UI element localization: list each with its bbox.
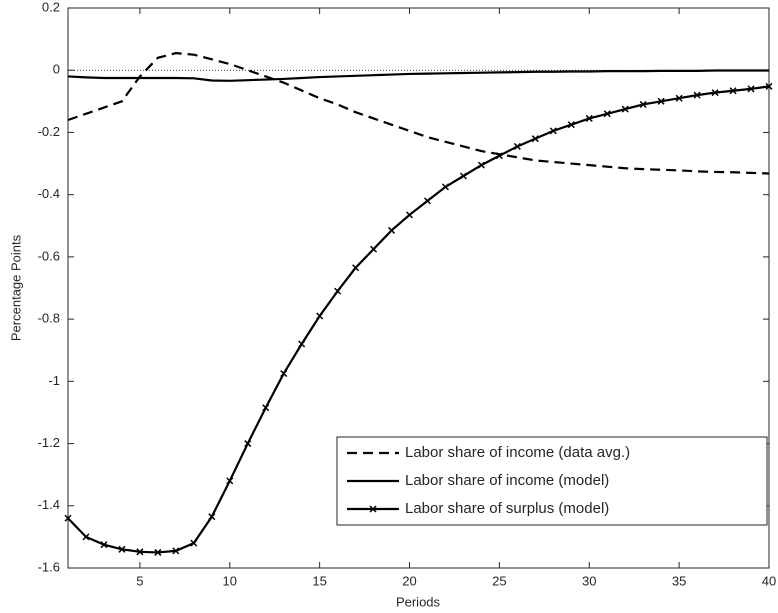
point-marker bbox=[639, 100, 647, 108]
point-marker bbox=[262, 404, 270, 412]
point-marker bbox=[711, 89, 719, 97]
point-marker bbox=[567, 121, 575, 129]
x-tick-label: 25 bbox=[492, 573, 506, 588]
point-marker bbox=[244, 440, 252, 448]
x-axis-label: Periods bbox=[396, 594, 441, 609]
point-marker bbox=[675, 94, 683, 102]
point-marker bbox=[280, 370, 288, 378]
point-marker bbox=[585, 114, 593, 122]
point-marker bbox=[531, 135, 539, 143]
point-marker bbox=[388, 226, 396, 234]
point-marker bbox=[298, 340, 306, 348]
point-marker bbox=[621, 105, 629, 113]
point-marker bbox=[136, 548, 144, 556]
point-marker bbox=[370, 245, 378, 253]
y-tick-label: -0.6 bbox=[38, 248, 60, 263]
x-tick-label: 5 bbox=[136, 573, 143, 588]
point-marker bbox=[459, 172, 467, 180]
point-marker bbox=[352, 264, 360, 272]
point-marker bbox=[729, 87, 737, 95]
point-marker bbox=[549, 127, 557, 135]
point-marker bbox=[657, 97, 665, 105]
point-marker bbox=[441, 183, 449, 191]
x-tick-label: 20 bbox=[402, 573, 416, 588]
point-marker bbox=[513, 142, 521, 150]
y-tick-label: -0.2 bbox=[38, 124, 60, 139]
point-marker bbox=[765, 82, 773, 90]
point-marker bbox=[423, 197, 432, 205]
point-marker bbox=[747, 85, 755, 93]
legend-label: Labor share of income (data avg.) bbox=[405, 444, 630, 461]
point-marker bbox=[208, 513, 216, 521]
point-marker bbox=[316, 312, 324, 320]
y-tick-label: -0.8 bbox=[38, 311, 60, 326]
point-marker bbox=[226, 477, 234, 485]
series-line bbox=[67, 69, 769, 82]
x-tick-label: 35 bbox=[672, 573, 686, 588]
y-axis-label: Percentage Points bbox=[8, 234, 23, 341]
legend-box bbox=[336, 436, 768, 526]
y-tick-label: -0.4 bbox=[38, 186, 60, 201]
x-tick-label: 15 bbox=[312, 573, 326, 588]
point-marker bbox=[118, 545, 126, 553]
x-tick-label: 30 bbox=[582, 573, 596, 588]
x-tick-label: 10 bbox=[223, 573, 237, 588]
point-marker bbox=[603, 110, 611, 118]
point-marker bbox=[405, 211, 414, 219]
series-line bbox=[67, 51, 770, 175]
legend-label: Labor share of surplus (model) bbox=[405, 500, 609, 517]
point-marker bbox=[190, 539, 198, 547]
legend-marker bbox=[369, 505, 377, 513]
point-marker bbox=[172, 547, 180, 555]
y-tick-label: -1.4 bbox=[38, 497, 60, 512]
y-tick-label: -1.6 bbox=[38, 559, 60, 574]
y-tick-label: 0 bbox=[53, 62, 60, 77]
point-marker bbox=[64, 514, 72, 522]
point-marker bbox=[100, 541, 108, 549]
point-marker bbox=[477, 161, 485, 169]
point-marker bbox=[334, 287, 342, 295]
series-line bbox=[67, 85, 770, 554]
point-marker bbox=[154, 548, 162, 556]
y-tick-label: 0.2 bbox=[42, 0, 60, 14]
point-marker bbox=[82, 533, 90, 541]
point-marker bbox=[693, 91, 701, 99]
point-marker bbox=[495, 152, 503, 160]
y-tick-label: -1.2 bbox=[38, 435, 60, 450]
y-tick-label: -1 bbox=[48, 373, 60, 388]
x-tick-label: 40 bbox=[762, 573, 776, 588]
legend-label: Labor share of income (model) bbox=[405, 472, 609, 489]
